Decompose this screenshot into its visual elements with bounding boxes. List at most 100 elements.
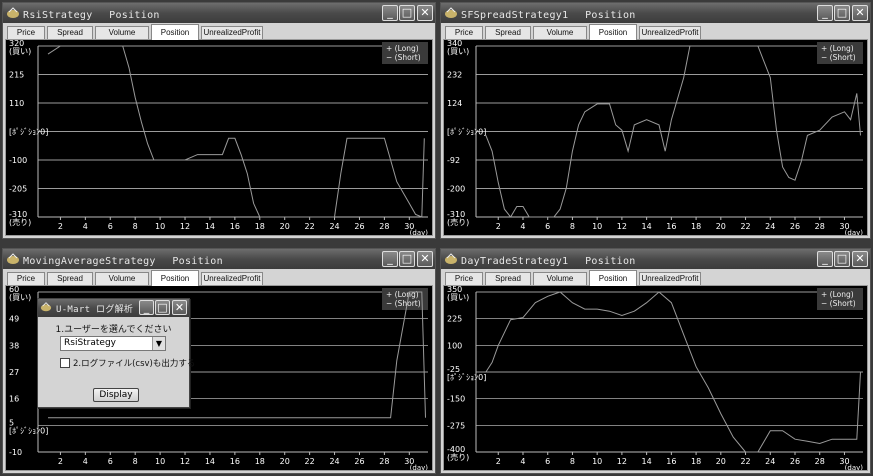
tab-strip: Price Spread Volume Position UnrealizedP… — [443, 270, 868, 286]
tab-price[interactable]: Price — [7, 26, 45, 40]
y-tick-label-line: -25 — [447, 365, 460, 374]
y-tick-label: -400 (売り) — [447, 445, 469, 462]
tab-strip: Price Spread Volume Position UnrealizedP… — [443, 24, 868, 40]
x-tick-label: 18 — [255, 457, 265, 466]
x-tick-label: 10 — [155, 457, 165, 466]
y-tick-label-line: [ﾎﾟｼﾞｼｮﾝ0] — [9, 426, 48, 435]
x-tick-label: 2 — [496, 222, 501, 231]
x-tick-label: 24 — [329, 457, 339, 466]
x-tick-label: 28 — [379, 222, 389, 231]
minimize-button[interactable]: _ — [382, 251, 398, 267]
legend-entry: + (Long) — [821, 44, 854, 53]
close-button[interactable]: ✕ — [417, 251, 433, 267]
title-bar[interactable]: MovingAverageStrategy Position _ □ ✕ — [3, 249, 435, 269]
x-tick-label: 26 — [354, 457, 364, 466]
app-icon — [7, 7, 19, 18]
tab-price[interactable]: Price — [7, 272, 45, 286]
y-tick-label: 49 — [9, 315, 19, 324]
x-tick-label: 20 — [716, 457, 726, 466]
minimize-button[interactable]: _ — [139, 300, 154, 315]
title-bar[interactable]: RsiStrategy Position _ □ ✕ — [3, 3, 435, 23]
maximize-button[interactable]: □ — [834, 5, 850, 21]
x-tick-label: 8 — [133, 222, 138, 231]
x-tick-label: 16 — [230, 457, 240, 466]
x-tick-label: 22 — [305, 222, 315, 231]
tab-volume[interactable]: Volume — [95, 272, 149, 286]
y-tick-label: 38 — [9, 341, 19, 350]
position-chart: 320 (買い) 215 110 [ﾎﾟｼﾞｼｮﾝ0] -100 -205 -310 (売り) 2… — [5, 39, 433, 236]
title-bar[interactable]: SFSpreadStrategy1 Position _ □ ✕ — [441, 3, 870, 23]
x-tick-label: 6 — [108, 457, 113, 466]
tab-volume[interactable]: Volume — [533, 272, 587, 286]
window-title: DayTradeStrategy1 Position — [461, 256, 636, 267]
y-tick-label-line: -400 — [447, 445, 465, 454]
tab-unrealized-profit[interactable]: UnrealizedProfit — [201, 272, 263, 286]
x-tick-label: 16 — [666, 457, 676, 466]
y-tick-label: 340 (買い) — [447, 40, 469, 56]
legend-entry: + (Long) — [821, 290, 854, 299]
y-tick-label-line: -275 — [447, 421, 465, 430]
maximize-button[interactable]: □ — [399, 5, 415, 21]
minimize-button[interactable]: _ — [817, 5, 833, 21]
x-unit-label: (day) — [845, 229, 864, 236]
tab-unrealized-profit[interactable]: UnrealizedProfit — [639, 26, 701, 40]
tab-price[interactable]: Price — [445, 26, 483, 40]
tab-price[interactable]: Price — [445, 272, 483, 286]
window-sf-spread-strategy: SFSpreadStrategy1 Position _ □ ✕ Price S… — [440, 2, 871, 239]
maximize-button[interactable]: □ — [834, 251, 850, 267]
y-tick-label: [ﾎﾟｼﾞｼｮﾝ0] — [447, 128, 486, 137]
tab-volume[interactable]: Volume — [95, 26, 149, 40]
y-tick-label-line: 38 — [9, 341, 19, 350]
x-tick-label: 12 — [617, 222, 627, 231]
app-icon — [40, 302, 52, 312]
y-tick-label: 124 — [447, 99, 462, 108]
tab-unrealized-profit[interactable]: UnrealizedProfit — [639, 272, 701, 286]
csv-output-checkbox[interactable] — [60, 358, 70, 368]
y-tick-label-line: -92 — [447, 156, 460, 165]
y-tick-label-line: -200 — [447, 185, 465, 194]
close-button[interactable]: ✕ — [172, 300, 187, 315]
tab-position[interactable]: Position — [589, 24, 637, 40]
x-tick-label: 18 — [255, 222, 265, 231]
legend-entry: + (Long) — [386, 44, 419, 53]
x-tick-label: 8 — [570, 457, 575, 466]
x-tick-label: 26 — [354, 222, 364, 231]
tab-spread[interactable]: Spread — [485, 26, 531, 40]
close-button[interactable]: ✕ — [417, 5, 433, 21]
x-tick-label: 22 — [740, 457, 750, 466]
tab-spread[interactable]: Spread — [485, 272, 531, 286]
x-tick-label: 24 — [765, 222, 775, 231]
tab-volume[interactable]: Volume — [533, 26, 587, 40]
tab-spread[interactable]: Spread — [47, 272, 93, 286]
tab-spread[interactable]: Spread — [47, 26, 93, 40]
minimize-button[interactable]: _ — [817, 251, 833, 267]
close-button[interactable]: ✕ — [852, 5, 868, 21]
chevron-down-icon[interactable]: ▼ — [152, 337, 165, 350]
user-select-label: 1.ユーザーを選んでください — [55, 325, 172, 335]
x-tick-label: 26 — [790, 222, 800, 231]
y-tick-label-line: (売り) — [447, 217, 469, 227]
x-tick-label: 10 — [155, 222, 165, 231]
y-tick-label-line: 350 — [447, 286, 462, 294]
tab-unrealized-profit[interactable]: UnrealizedProfit — [201, 26, 263, 40]
y-tick-label: -310 (売り) — [447, 210, 469, 227]
title-bar[interactable]: DayTradeStrategy1 Position _ □ ✕ — [441, 249, 870, 269]
y-tick-label: 27 — [9, 368, 19, 377]
minimize-button[interactable]: _ — [382, 5, 398, 21]
user-select[interactable]: RsiStrategy ▼ — [60, 336, 166, 351]
maximize-button[interactable]: □ — [155, 300, 170, 315]
display-button[interactable]: Display — [93, 388, 139, 402]
close-button[interactable]: ✕ — [852, 251, 868, 267]
tab-position[interactable]: Position — [589, 270, 637, 286]
maximize-button[interactable]: □ — [399, 251, 415, 267]
position-series-line — [48, 291, 426, 419]
x-tick-label: 10 — [592, 222, 602, 231]
legend-entry: + (Long) — [386, 290, 419, 299]
tab-position[interactable]: Position — [151, 270, 199, 286]
y-tick-label-line: [ﾎﾟｼﾞｼｮﾝ0] — [9, 128, 48, 137]
tab-strip: Price Spread Volume Position UnrealizedP… — [5, 24, 433, 40]
y-tick-label-line: -205 — [9, 185, 27, 194]
dialog-title-bar[interactable]: U-Mart ログ解析 _ □ ✕ — [38, 299, 189, 317]
y-tick-label: -92 — [447, 156, 460, 165]
tab-position[interactable]: Position — [151, 24, 199, 40]
